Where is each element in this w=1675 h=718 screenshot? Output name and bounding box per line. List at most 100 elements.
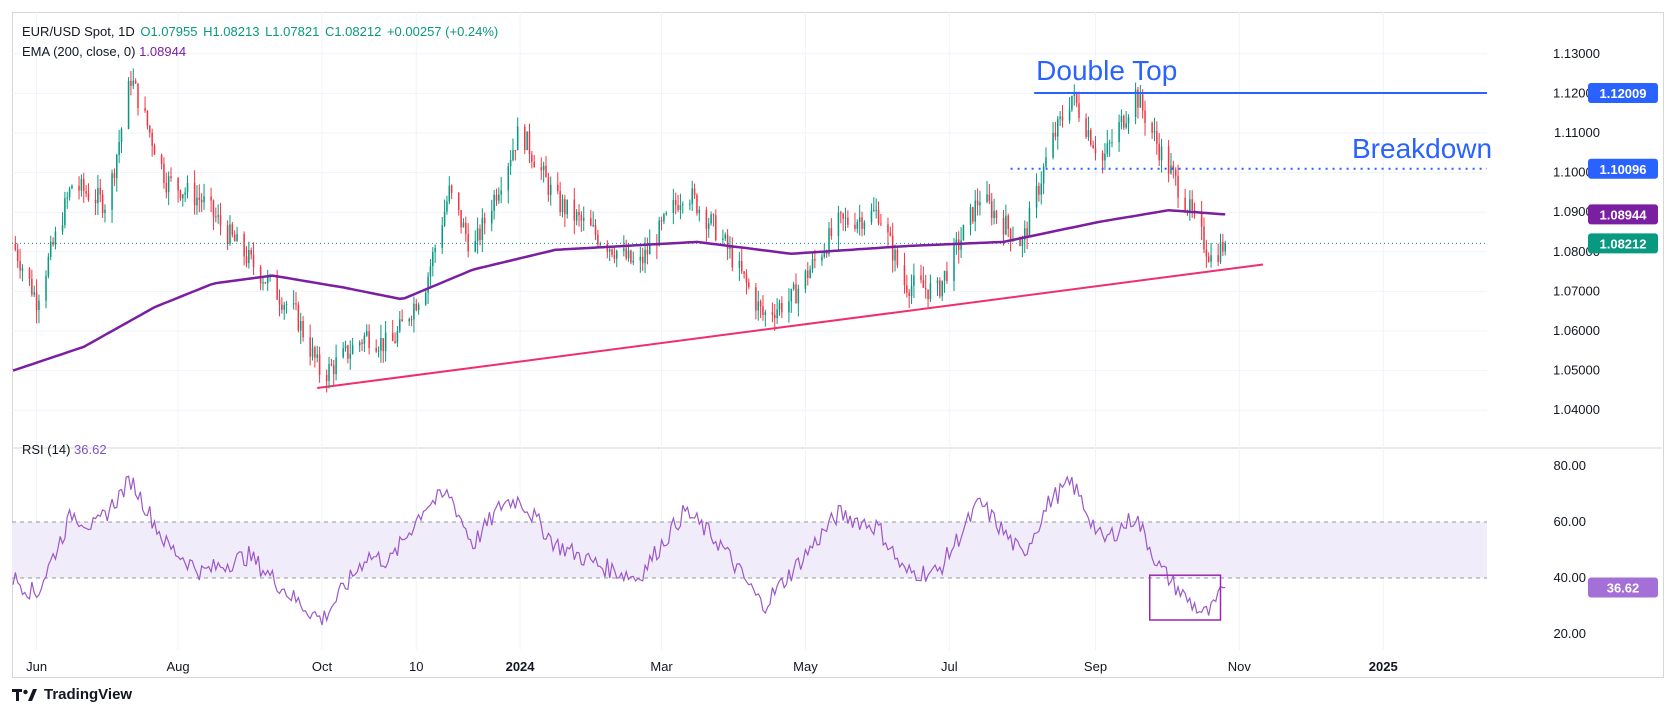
candle-body (215, 216, 217, 218)
candle-body (377, 350, 380, 352)
candle-body (212, 200, 215, 217)
candle-body (35, 292, 38, 311)
candle-body (196, 197, 198, 206)
candle-body (516, 126, 519, 151)
candle-body (847, 217, 849, 225)
time-tick-label: 2024 (506, 659, 536, 674)
candle-body (457, 192, 460, 211)
candle-body (49, 241, 52, 257)
candle-body (481, 217, 484, 240)
candle-body (490, 210, 493, 224)
candle-body (134, 80, 137, 84)
candle-body (167, 176, 170, 193)
candle-body (335, 357, 337, 375)
candle-body (644, 249, 646, 264)
candle-body (908, 292, 910, 297)
candle-body (61, 225, 64, 232)
candle-body (828, 228, 830, 255)
candle-body (927, 289, 929, 300)
candle-body (613, 254, 616, 259)
candle-body (1222, 241, 1224, 252)
candle-body (1137, 89, 1139, 108)
candle-body (1040, 183, 1043, 195)
rsi-label[interactable]: RSI (14) (22, 442, 71, 457)
symbol-label[interactable]: EUR/USD Spot, 1D (22, 24, 135, 39)
candle-body (16, 249, 19, 262)
candle-body (1189, 199, 1191, 213)
candle-body (245, 256, 248, 264)
candle-body (153, 145, 156, 155)
candle-body (814, 259, 816, 261)
candle-body (1217, 255, 1219, 262)
candle-body (229, 224, 231, 244)
candle-body (391, 332, 394, 341)
candle-body (590, 218, 592, 226)
candle-body (493, 194, 495, 211)
candle-body (903, 265, 906, 286)
candle-body (748, 282, 750, 288)
change-value: +0.00257 (+0.24%) (386, 24, 499, 39)
candle-body (347, 345, 349, 359)
candle-body (658, 220, 660, 246)
candle-body (1092, 144, 1094, 148)
candle-body (674, 200, 677, 205)
candle-body (962, 225, 965, 241)
ema-tag-text: 1.08944 (1600, 207, 1648, 222)
close-tag-text: 1.08212 (1600, 236, 1647, 251)
candle-body (608, 249, 611, 252)
price-tick-label: 1.04000 (1553, 402, 1600, 417)
candle-body (429, 266, 432, 277)
candle-body (953, 243, 955, 282)
candle-body (264, 282, 267, 284)
candle-body (790, 289, 793, 302)
candle-body (1210, 255, 1212, 262)
candle-body (394, 340, 396, 343)
candle-body (594, 225, 597, 235)
candle-body (38, 300, 40, 311)
tradingview-logo-icon[interactable] (12, 688, 38, 702)
candle-body (330, 364, 333, 366)
candle-body (809, 269, 811, 278)
candle-body (531, 154, 533, 162)
candle-body (792, 284, 795, 290)
candle-body (332, 365, 335, 375)
candle-body (325, 374, 328, 382)
candle-body (184, 192, 186, 195)
candle-body (1170, 165, 1172, 174)
price-tick-label: 1.06000 (1553, 323, 1600, 338)
candle-body (483, 217, 486, 224)
candle-body (689, 203, 691, 205)
candle-body (248, 250, 250, 264)
candle-body (450, 185, 453, 193)
candles-layer (12, 68, 1487, 393)
candle-body (509, 160, 512, 167)
price-tick-label: 1.11000 (1554, 125, 1600, 140)
trendline-layer (317, 263, 1264, 390)
ema-legend: EMA (200, close, 0) 1.08944 (22, 44, 186, 59)
candle-body (764, 312, 767, 316)
candle-body (28, 268, 31, 279)
candle-body (969, 207, 972, 226)
candle-body (623, 248, 625, 251)
candle-body (1009, 228, 1012, 241)
footer: TradingView (12, 686, 132, 703)
candle-body (130, 80, 132, 86)
breakdown-tag-text: 1.10096 (1600, 162, 1647, 177)
candle-body (710, 214, 712, 224)
rsi-highlight-box (1148, 574, 1222, 621)
ema-label[interactable]: EMA (200, close, 0) (22, 44, 136, 59)
candle-body (236, 233, 238, 242)
brand-name[interactable]: TradingView (44, 686, 133, 703)
candle-body (1158, 143, 1160, 161)
candle-body (663, 214, 665, 222)
price-tags-layer: 1.12009 1.10096 1.08944 1.08212 36.62 (1588, 83, 1658, 598)
rsi-tag: 36.62 (1588, 577, 1658, 598)
rsi-tag-text: 36.62 (1607, 580, 1640, 595)
candle-body (198, 197, 201, 200)
candle-body (936, 280, 939, 284)
candle-body (639, 256, 642, 261)
candle-body (163, 163, 165, 183)
candle-body (599, 244, 602, 246)
time-tick-label: Aug (167, 659, 190, 674)
